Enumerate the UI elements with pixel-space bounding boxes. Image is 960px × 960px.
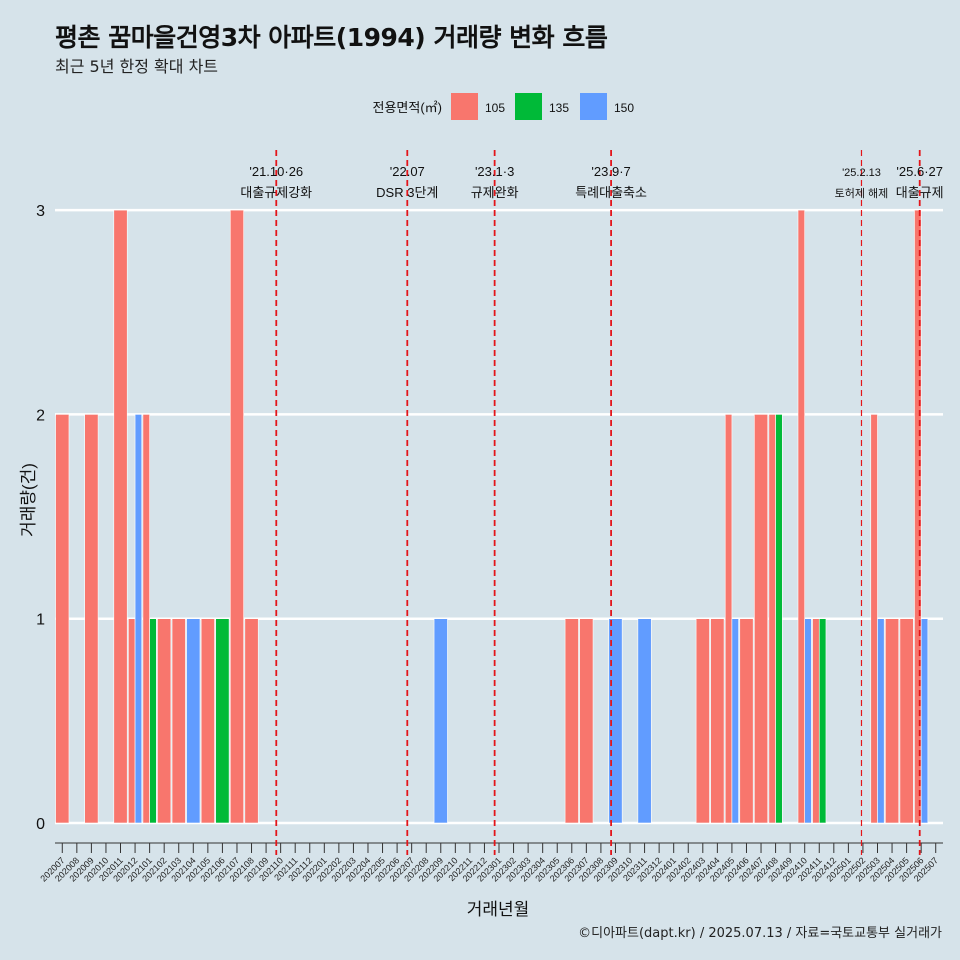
bar-202407-105	[754, 414, 769, 824]
bar-202101-135	[149, 618, 157, 824]
bar-202503-150	[877, 618, 885, 824]
legend-swatch-150	[580, 93, 607, 120]
bar-202410-150	[804, 618, 812, 824]
bar-202408-135	[775, 414, 783, 824]
bar-202007-105	[55, 414, 70, 824]
bar-202405-105	[724, 414, 733, 824]
bar-202506-150	[920, 618, 929, 824]
bar-202307-105	[579, 618, 594, 824]
y-tick-label: 2	[36, 407, 45, 424]
event-text-label: 토허제 해제	[835, 186, 889, 200]
bar-202102-105	[157, 618, 172, 824]
chart-title: 평촌 꿈마을건영3차 아파트(1994) 거래량 변화 흐름	[55, 23, 608, 52]
legend-label: 105	[485, 101, 505, 115]
legend-label: 150	[614, 101, 634, 115]
bar-202106-135	[215, 618, 230, 824]
event-text-label: 특례대출축소	[575, 185, 647, 200]
bar-202411-105	[812, 618, 820, 824]
legend-swatch-135	[515, 93, 542, 120]
bar-202107-105	[229, 209, 244, 824]
bar-202311-150	[637, 618, 652, 824]
bar-202105-105	[200, 618, 215, 824]
bar-202403-105	[695, 618, 710, 824]
bar-202504-105	[885, 618, 900, 824]
event-text-label: 대출규제	[896, 185, 944, 200]
bar-202101-105	[142, 414, 150, 824]
bar-202506-105	[914, 209, 922, 824]
event-date-label: '21.10·26	[249, 164, 303, 179]
bar-202108-105	[244, 618, 259, 824]
legend-label: 135	[549, 101, 569, 115]
bar-202104-150	[186, 618, 201, 824]
x-axis-title: 거래년월	[467, 900, 530, 919]
legend-swatch-105	[451, 93, 478, 120]
y-tick-label: 0	[36, 816, 45, 833]
bar-202410-105	[797, 209, 806, 824]
y-axis-title: 거래량(건)	[19, 463, 38, 537]
bar-202011-105	[113, 209, 128, 824]
event-text-label: DSR 3단계	[376, 185, 438, 200]
bar-202405-150	[731, 618, 739, 824]
legend-title: 전용면적(㎡)	[373, 100, 443, 115]
event-date-label: '25.2.13	[842, 167, 881, 179]
y-tick-label: 1	[36, 612, 45, 629]
chart-subtitle: 최근 5년 한정 확대 차트	[55, 57, 219, 76]
event-date-label: '25.6·27	[896, 164, 943, 179]
event-text-label: 규제완화	[471, 185, 519, 200]
bar-202009-105	[84, 414, 99, 824]
bar-202408-105	[768, 414, 776, 824]
event-text-label: 대출규제강화	[240, 185, 312, 200]
bar-202209-150	[433, 618, 448, 824]
y-tick-label: 3	[36, 203, 45, 220]
bar-202012-105	[128, 618, 136, 824]
bar-202309-150	[608, 618, 623, 824]
event-date-label: '22.07	[390, 164, 425, 179]
bar-202406-105	[739, 618, 754, 824]
event-date-label: '23.1·3	[475, 164, 514, 179]
bar-202505-105	[899, 618, 914, 824]
bar-202411-135	[818, 618, 827, 824]
bar-202503-105	[870, 414, 878, 824]
event-date-label: '23.9·7	[591, 164, 630, 179]
bar-202404-105	[710, 618, 725, 824]
chart-caption: ©디아파트(dapt.kr) / 2025.07.13 / 자료=국토교통부 실…	[578, 926, 942, 941]
bar-202012-150	[134, 414, 143, 824]
bar-202306-105	[564, 618, 579, 824]
bar-202103-105	[171, 618, 186, 824]
